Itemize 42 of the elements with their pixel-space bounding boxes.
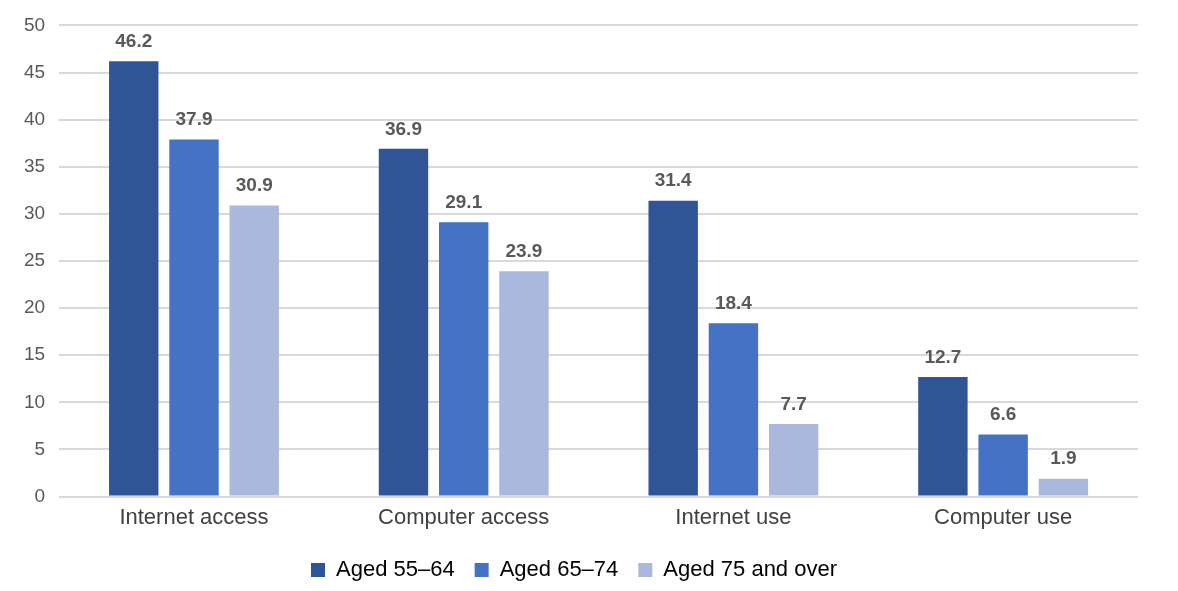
- y-tick-label: 40: [23, 107, 46, 129]
- bar: [1038, 478, 1089, 496]
- bar: [978, 434, 1028, 496]
- data-label: 12.7: [924, 345, 962, 367]
- bar: [708, 323, 759, 496]
- data-label: 46.2: [115, 29, 153, 51]
- data-label: 7.7: [780, 392, 807, 414]
- y-tick-label: 20: [23, 296, 46, 318]
- bar: [768, 424, 819, 496]
- x-tick-label: Computer use: [934, 503, 1073, 529]
- data-label: 37.9: [175, 108, 213, 130]
- legend-label: Aged 65–74: [499, 556, 619, 582]
- y-tick-label: 45: [23, 60, 46, 82]
- data-label: 36.9: [384, 117, 422, 139]
- legend-label: Aged 55–64: [335, 556, 455, 582]
- data-label: 23.9: [505, 240, 543, 262]
- bar: [439, 222, 489, 496]
- bar: [229, 205, 279, 496]
- data-label: 1.9: [1050, 447, 1077, 469]
- y-tick-label: 30: [23, 202, 46, 224]
- data-label: 18.4: [714, 291, 753, 313]
- data-label: 29.1: [445, 191, 483, 213]
- data-label: 30.9: [235, 174, 273, 196]
- y-tick-label: 0: [34, 484, 46, 506]
- x-tick-label: Internet access: [119, 503, 269, 529]
- bar: [499, 271, 549, 496]
- bar: [918, 376, 968, 496]
- y-tick-label: 35: [23, 154, 46, 176]
- data-label: 31.4: [654, 169, 693, 191]
- y-tick-label: 50: [23, 13, 46, 35]
- bar: [378, 148, 429, 496]
- x-tick-label: Computer access: [378, 503, 550, 529]
- bar: [648, 200, 698, 496]
- bar: [109, 61, 159, 496]
- y-tick-label: 5: [34, 437, 46, 459]
- legend-label: Aged 75 and over: [663, 556, 838, 582]
- x-tick-label: Internet use: [675, 503, 792, 529]
- y-tick-label: 15: [23, 343, 46, 365]
- data-label: 6.6: [989, 403, 1017, 425]
- y-tick-label: 25: [23, 249, 46, 271]
- bar: [169, 139, 219, 496]
- y-tick-label: 10: [23, 390, 46, 412]
